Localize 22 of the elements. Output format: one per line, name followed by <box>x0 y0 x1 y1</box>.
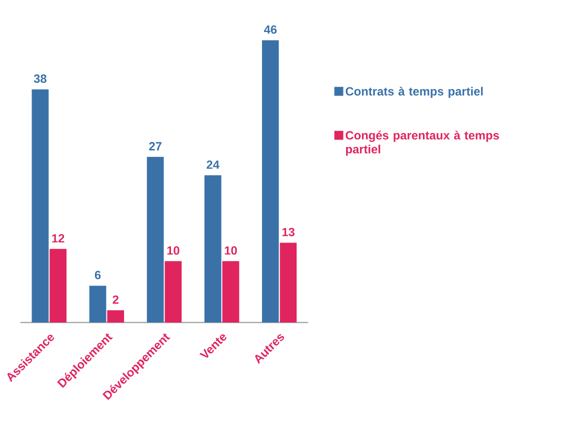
bar <box>146 156 164 323</box>
bar <box>204 175 222 323</box>
data-label: 12 <box>52 234 64 243</box>
data-label: 10 <box>167 246 180 255</box>
data-label: 46 <box>264 26 277 34</box>
data-label: 24 <box>206 160 220 169</box>
legend-label: Contrats à temps partiel <box>346 86 483 98</box>
data-label: 27 <box>149 142 162 151</box>
data-label: 38 <box>34 74 46 84</box>
bar <box>89 286 106 323</box>
bar <box>222 261 240 323</box>
bar <box>107 310 124 323</box>
data-label: 6 <box>94 270 101 280</box>
data-label: 10 <box>224 246 237 255</box>
data-label: 13 <box>282 228 294 236</box>
legend-label: Congés parentaux à temps partiel <box>346 130 499 156</box>
bar <box>164 261 182 323</box>
bar <box>32 90 49 323</box>
data-label: 2 <box>112 296 118 304</box>
bar <box>280 242 297 323</box>
bar <box>50 249 67 323</box>
bar <box>262 40 279 323</box>
